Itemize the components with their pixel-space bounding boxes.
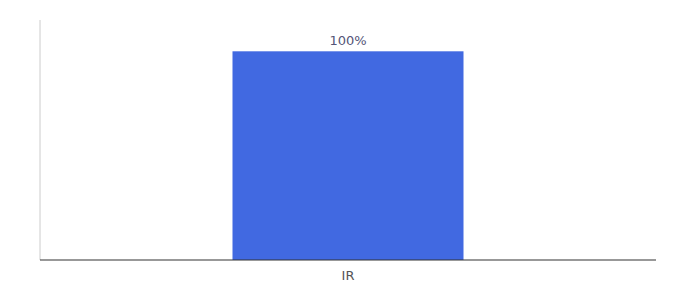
bar <box>233 51 464 260</box>
x-axis-line <box>40 259 656 260</box>
x-tick-label: IR <box>342 268 355 283</box>
y-axis-line <box>40 20 41 260</box>
chart: IR 100% <box>0 0 680 300</box>
bars <box>233 51 464 260</box>
data-label: 100% <box>329 33 366 48</box>
